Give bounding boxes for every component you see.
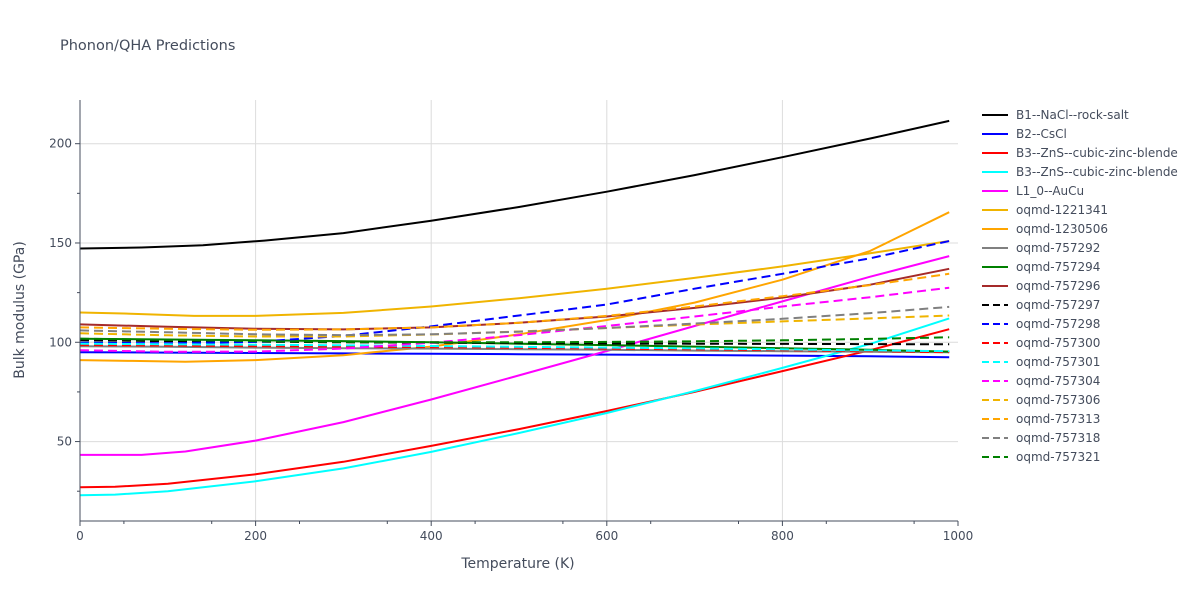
series-line-2: [79, 328, 950, 489]
legend-label: oqmd-757300: [1016, 336, 1100, 350]
legend-label: oqmd-1221341: [1016, 203, 1108, 217]
x-tick-label: 0: [76, 529, 84, 543]
legend-item[interactable]: L1_0--AuCu: [982, 184, 1084, 198]
legend-label: B3--ZnS--cubic-zinc-blende: [1016, 165, 1178, 179]
legend-label: oqmd-757296: [1016, 279, 1100, 293]
legend-label: oqmd-757301: [1016, 355, 1100, 369]
y-tick-label: 150: [49, 236, 72, 250]
series-line-11: [79, 240, 950, 345]
y-tick-label: 100: [49, 335, 72, 349]
x-tick-label: 1000: [943, 529, 974, 543]
legend-item[interactable]: oqmd-1230506: [982, 222, 1108, 236]
legend-item[interactable]: oqmd-757297: [982, 298, 1100, 312]
legend-label: oqmd-757321: [1016, 450, 1100, 464]
legend-label: B2--CsCl: [1016, 127, 1067, 141]
series-line-17: [79, 305, 950, 337]
series-line-5: [79, 240, 950, 317]
axes: 0 200 400 600 800 1000 50 100 150 200: [49, 100, 973, 543]
legend-item[interactable]: oqmd-757304: [982, 374, 1100, 388]
series-line-3: [79, 317, 950, 497]
x-tick-label: 200: [244, 529, 267, 543]
legend-item[interactable]: oqmd-757296: [982, 279, 1100, 293]
y-axis-title: Bulk modulus (GPa): [12, 241, 28, 379]
series-line-14: [79, 286, 950, 353]
legend-label: oqmd-757294: [1016, 260, 1100, 274]
series-line-18: [79, 336, 950, 344]
legend-label: L1_0--AuCu: [1016, 184, 1084, 198]
x-axis-title: Temperature (K): [460, 556, 574, 572]
legend-item[interactable]: oqmd-757313: [982, 412, 1100, 426]
legend-label: oqmd-1230506: [1016, 222, 1108, 236]
series-line-16: [79, 272, 950, 331]
legend-item[interactable]: oqmd-757298: [982, 317, 1100, 331]
legend-item[interactable]: oqmd-757318: [982, 431, 1100, 445]
legend-item[interactable]: B3--ZnS--cubic-zinc-blende: [982, 165, 1178, 179]
legend-item[interactable]: oqmd-757301: [982, 355, 1100, 369]
plot-area: [79, 119, 950, 497]
legend-label: oqmd-757297: [1016, 298, 1100, 312]
legend-item[interactable]: oqmd-757292: [982, 241, 1100, 255]
legend-label: B3--ZnS--cubic-zinc-blende: [1016, 146, 1178, 160]
legend-label: oqmd-757313: [1016, 412, 1100, 426]
legend-item[interactable]: oqmd-757321: [982, 450, 1100, 464]
legend-label: oqmd-757304: [1016, 374, 1100, 388]
legend-label: oqmd-757318: [1016, 431, 1100, 445]
series-line-1: [79, 351, 950, 359]
series-line-13: [79, 342, 950, 353]
x-tick-label: 800: [771, 529, 794, 543]
legend-label: oqmd-757306: [1016, 393, 1100, 407]
legend-label: oqmd-757292: [1016, 241, 1100, 255]
legend-item[interactable]: oqmd-757294: [982, 260, 1100, 274]
legend-item[interactable]: oqmd-757306: [982, 393, 1100, 407]
x-tick-label: 600: [595, 529, 618, 543]
legend-item[interactable]: B2--CsCl: [982, 127, 1067, 141]
legend-label: B1--NaCl--rock-salt: [1016, 108, 1129, 122]
legend[interactable]: B1--NaCl--rock-salt B2--CsCl B3--ZnS--cubi…: [982, 108, 1178, 464]
legend-item[interactable]: oqmd-757300: [982, 336, 1100, 350]
legend-item[interactable]: B3--ZnS--cubic-zinc-blende: [982, 146, 1178, 160]
chart-title: Phonon/QHA Predictions: [60, 38, 235, 54]
legend-item[interactable]: B1--NaCl--rock-salt: [982, 108, 1129, 122]
x-tick-label: 400: [420, 529, 443, 543]
y-tick-label: 200: [49, 137, 72, 151]
series-line-4: [80, 255, 950, 456]
legend-label: oqmd-757298: [1016, 317, 1100, 331]
series-line-6: [79, 211, 950, 363]
series-line-0: [79, 119, 950, 250]
legend-item[interactable]: oqmd-1221341: [982, 203, 1108, 217]
y-tick-label: 50: [57, 435, 72, 449]
